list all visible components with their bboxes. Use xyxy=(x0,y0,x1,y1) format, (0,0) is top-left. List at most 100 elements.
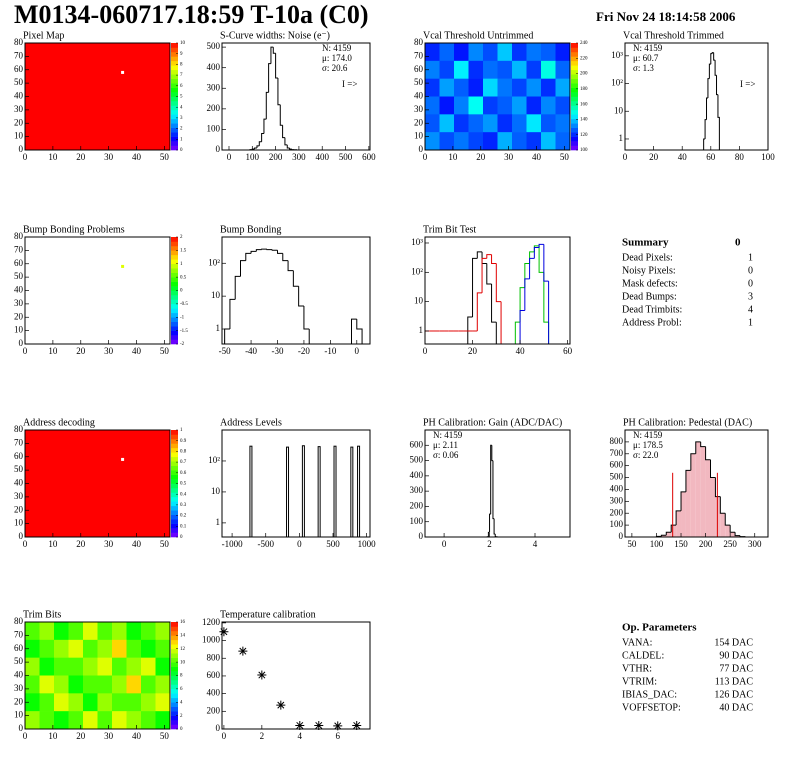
stats-line: μ: 2.11 xyxy=(433,440,458,450)
palette-segment xyxy=(171,114,178,120)
y-tick-label: 0 xyxy=(619,531,624,541)
y-tick-label: 10 xyxy=(14,518,24,528)
map-cell xyxy=(141,675,156,694)
map-cell xyxy=(425,43,440,62)
x-tick-label: 0 xyxy=(23,346,28,356)
y-tick-label: 50 xyxy=(14,656,24,666)
histogram-bin xyxy=(524,278,530,311)
x-tick-label: 100 xyxy=(650,539,664,549)
map-cell xyxy=(454,60,469,79)
palette-segment xyxy=(171,317,178,323)
x-tick-label: 0 xyxy=(623,152,628,162)
y-tick-label: 600 xyxy=(207,670,221,680)
x-tick-label: 20 xyxy=(476,152,486,162)
y-tick-label: 10² xyxy=(611,78,623,88)
x-tick-label: -40 xyxy=(245,346,257,356)
palette-tick-label: 16 xyxy=(180,620,186,625)
map-cell xyxy=(439,60,455,79)
x-tick-label: 50 xyxy=(627,539,637,549)
histogram-bin xyxy=(492,460,495,520)
stats-line: μ: 174.0 xyxy=(322,53,352,63)
palette-segment xyxy=(171,321,178,327)
histogram-bin xyxy=(467,316,473,344)
bar-fill xyxy=(681,491,686,537)
palette-segment xyxy=(171,438,178,444)
palette-segment xyxy=(171,237,178,242)
palette-segment xyxy=(571,132,578,137)
map-cell xyxy=(497,96,513,115)
histogram-bin xyxy=(265,91,269,120)
plot-background xyxy=(222,622,370,729)
bar-fill xyxy=(661,535,667,537)
stats-line: μ: 178.5 xyxy=(633,440,663,450)
map-cell xyxy=(126,675,142,694)
table-value: 90 DAC xyxy=(719,650,753,661)
histogram-bin xyxy=(472,257,478,317)
y-tick-label: 80 xyxy=(14,616,24,626)
x-tick-label: -30 xyxy=(272,346,284,356)
palette-tick-label: 3 xyxy=(180,116,183,121)
table-value: 4 xyxy=(748,304,753,315)
histogram-bin xyxy=(680,491,686,511)
palette-segment xyxy=(571,65,578,71)
x-tick-label: 30 xyxy=(104,346,114,356)
palette-tick-label: 2 xyxy=(180,235,183,240)
histogram-bin xyxy=(240,260,246,277)
y-tick-label: 10² xyxy=(208,455,220,465)
palette-tick-label: 4 xyxy=(180,700,183,705)
palette-tick-label: 7 xyxy=(180,73,183,78)
palette-segment xyxy=(571,47,578,53)
map-cell xyxy=(83,639,98,658)
palette-segment xyxy=(171,109,178,115)
x-tick-label: 0 xyxy=(23,731,28,741)
y-tick-label: 0 xyxy=(216,144,221,154)
map-cell xyxy=(497,78,513,97)
palette-segment xyxy=(571,96,578,102)
palette-segment xyxy=(171,662,178,667)
histogram-bin xyxy=(543,244,549,282)
palette-tick-label: 180 xyxy=(580,87,588,92)
y-tick-label: 600 xyxy=(610,460,624,470)
table-label: VTRIM: xyxy=(622,676,657,687)
palette-segment xyxy=(171,268,178,273)
palette-tick-label: 0.5 xyxy=(180,275,187,280)
map-cell xyxy=(512,78,527,97)
map-cell xyxy=(155,675,171,694)
plot-background xyxy=(625,43,768,150)
map-cell xyxy=(439,43,455,62)
map-cell xyxy=(83,622,98,641)
map-cell xyxy=(39,639,55,658)
palette-segment xyxy=(571,145,578,151)
palette-segment xyxy=(171,51,178,57)
stats-line: σ: 1.3 xyxy=(633,63,654,73)
map-cell xyxy=(68,711,84,730)
palette-segment xyxy=(571,51,578,57)
histogram-bin xyxy=(255,249,262,252)
map-cell xyxy=(112,622,127,641)
palette-tick-label: 2 xyxy=(180,714,183,719)
palette-segment xyxy=(171,127,178,133)
palette-tick-label: 4 xyxy=(180,105,183,110)
histogram-bin xyxy=(685,469,691,492)
plot-frame xyxy=(624,42,769,151)
x-tick-label: 10 xyxy=(48,539,58,549)
palette-segment xyxy=(171,326,178,331)
panel-title: Vcal Threshold Trimmed xyxy=(623,30,724,41)
palette-segment xyxy=(171,693,178,699)
y-tick-label: 40 xyxy=(14,285,24,295)
palette-segment xyxy=(171,43,178,48)
y-tick-label: 1 xyxy=(216,323,221,333)
histogram-bin xyxy=(717,94,720,150)
palette-segment xyxy=(171,277,178,282)
map-cell xyxy=(112,675,127,694)
palette-segment xyxy=(171,259,178,265)
palette-segment xyxy=(571,87,578,93)
palette-segment xyxy=(571,118,578,124)
palette-segment xyxy=(171,635,178,641)
y-tick-label: 700 xyxy=(610,448,624,458)
x-tick-label: -20 xyxy=(298,346,310,356)
palette-segment xyxy=(171,496,178,502)
histogram-bin xyxy=(719,496,726,514)
x-tick-label: 500 xyxy=(339,152,353,162)
map-cell xyxy=(526,96,542,115)
